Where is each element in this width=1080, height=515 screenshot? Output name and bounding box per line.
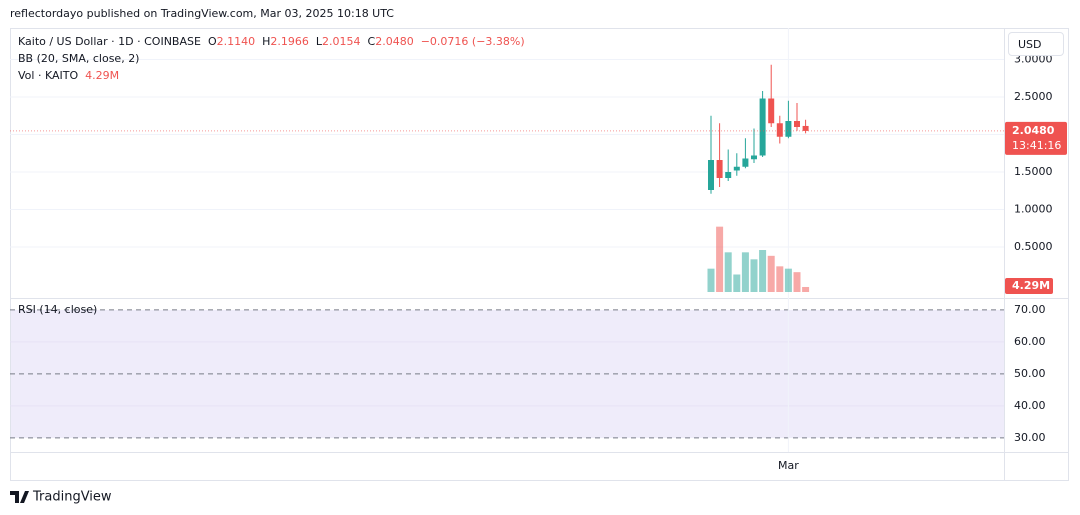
rsi-tick-label: 50.00 (1014, 367, 1046, 380)
candle-body (708, 160, 714, 190)
indicator-label: BB (20, SMA, close, 2) (18, 52, 140, 65)
publisher: reflectordayo published on TradingView.c… (10, 7, 394, 20)
y-tick-label: 1.0000 (1014, 203, 1053, 216)
y-tick-label: 1.5000 (1014, 165, 1053, 178)
y-tick-label: 0.5000 (1014, 240, 1053, 253)
volume-title: Vol · KAITO (18, 69, 79, 82)
x-tick-label: Mar (778, 459, 799, 472)
candle-body (794, 121, 800, 127)
volume-bar (750, 259, 758, 292)
volume-bar (733, 274, 741, 292)
volume-bar (741, 252, 749, 292)
rsi-tick-label: 70.00 (1014, 303, 1046, 316)
candle-body (725, 172, 732, 178)
symbol: Kaito / US Dollar · 1D · COINBASE (18, 35, 201, 48)
price-tag-label: 2.0480 (1012, 124, 1055, 137)
volume-tag (1005, 278, 1053, 294)
volume-bar (793, 272, 801, 292)
y-tick-label: 2.5000 (1014, 90, 1053, 103)
candle-body (751, 155, 757, 160)
volume-bar (724, 252, 732, 292)
candle-body (768, 98, 775, 124)
volume-tag-label: 4.29M (1012, 279, 1050, 292)
volume-legend: Vol · KAITO 4.29M (18, 69, 119, 82)
frame (10, 28, 1069, 481)
ohlc-key: L (315, 35, 323, 48)
ohlc-key: O (207, 35, 217, 48)
volume-bar (802, 286, 810, 292)
logo-icon (10, 491, 29, 503)
candle-body (716, 160, 723, 178)
candle-body (776, 123, 783, 137)
volume-bar (759, 250, 767, 292)
candle-body (802, 125, 809, 131)
rsi-tick-label: 60.00 (1014, 335, 1046, 348)
change: −0.0716 (−3.38%) (420, 35, 525, 48)
rsi-tick-label: 40.00 (1014, 399, 1046, 412)
volume-bar (767, 255, 775, 292)
volume-bar (784, 268, 792, 292)
countdown: 13:41:16 (1012, 139, 1061, 152)
rsi-tick-label: 30.00 (1014, 431, 1046, 444)
ohlc-key: H (262, 35, 271, 48)
legend-line: Kaito / US Dollar · 1D · COINBASE O2.114… (18, 35, 525, 48)
ohlc-value: 2.0154 (322, 35, 361, 48)
ohlc-value: 2.1140 (216, 35, 256, 48)
rsi-title: RSI (14, close) (18, 303, 98, 316)
ohlc-value: 2.0480 (375, 35, 414, 48)
volume-bar (716, 226, 724, 292)
candle-body (742, 158, 749, 167)
candle-body (759, 98, 766, 156)
candle-body (733, 166, 740, 171)
volume-value: 4.29M (85, 69, 120, 82)
ohlc-value: 2.1966 (270, 35, 309, 48)
price-tag (1005, 121, 1067, 155)
candle-body (785, 121, 792, 137)
ohlc-key: C (367, 35, 376, 48)
currency-button[interactable]: USD (1008, 32, 1064, 56)
volume-bar (776, 266, 784, 292)
volume-bar (707, 268, 715, 292)
logo-text: TradingView (32, 490, 112, 505)
